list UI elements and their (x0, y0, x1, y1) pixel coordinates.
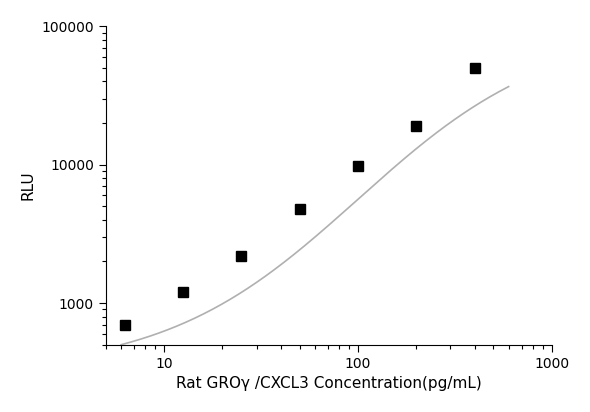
Y-axis label: RLU: RLU (21, 171, 36, 200)
X-axis label: Rat GROγ /CXCL3 Concentration(pg/mL): Rat GROγ /CXCL3 Concentration(pg/mL) (176, 376, 481, 391)
